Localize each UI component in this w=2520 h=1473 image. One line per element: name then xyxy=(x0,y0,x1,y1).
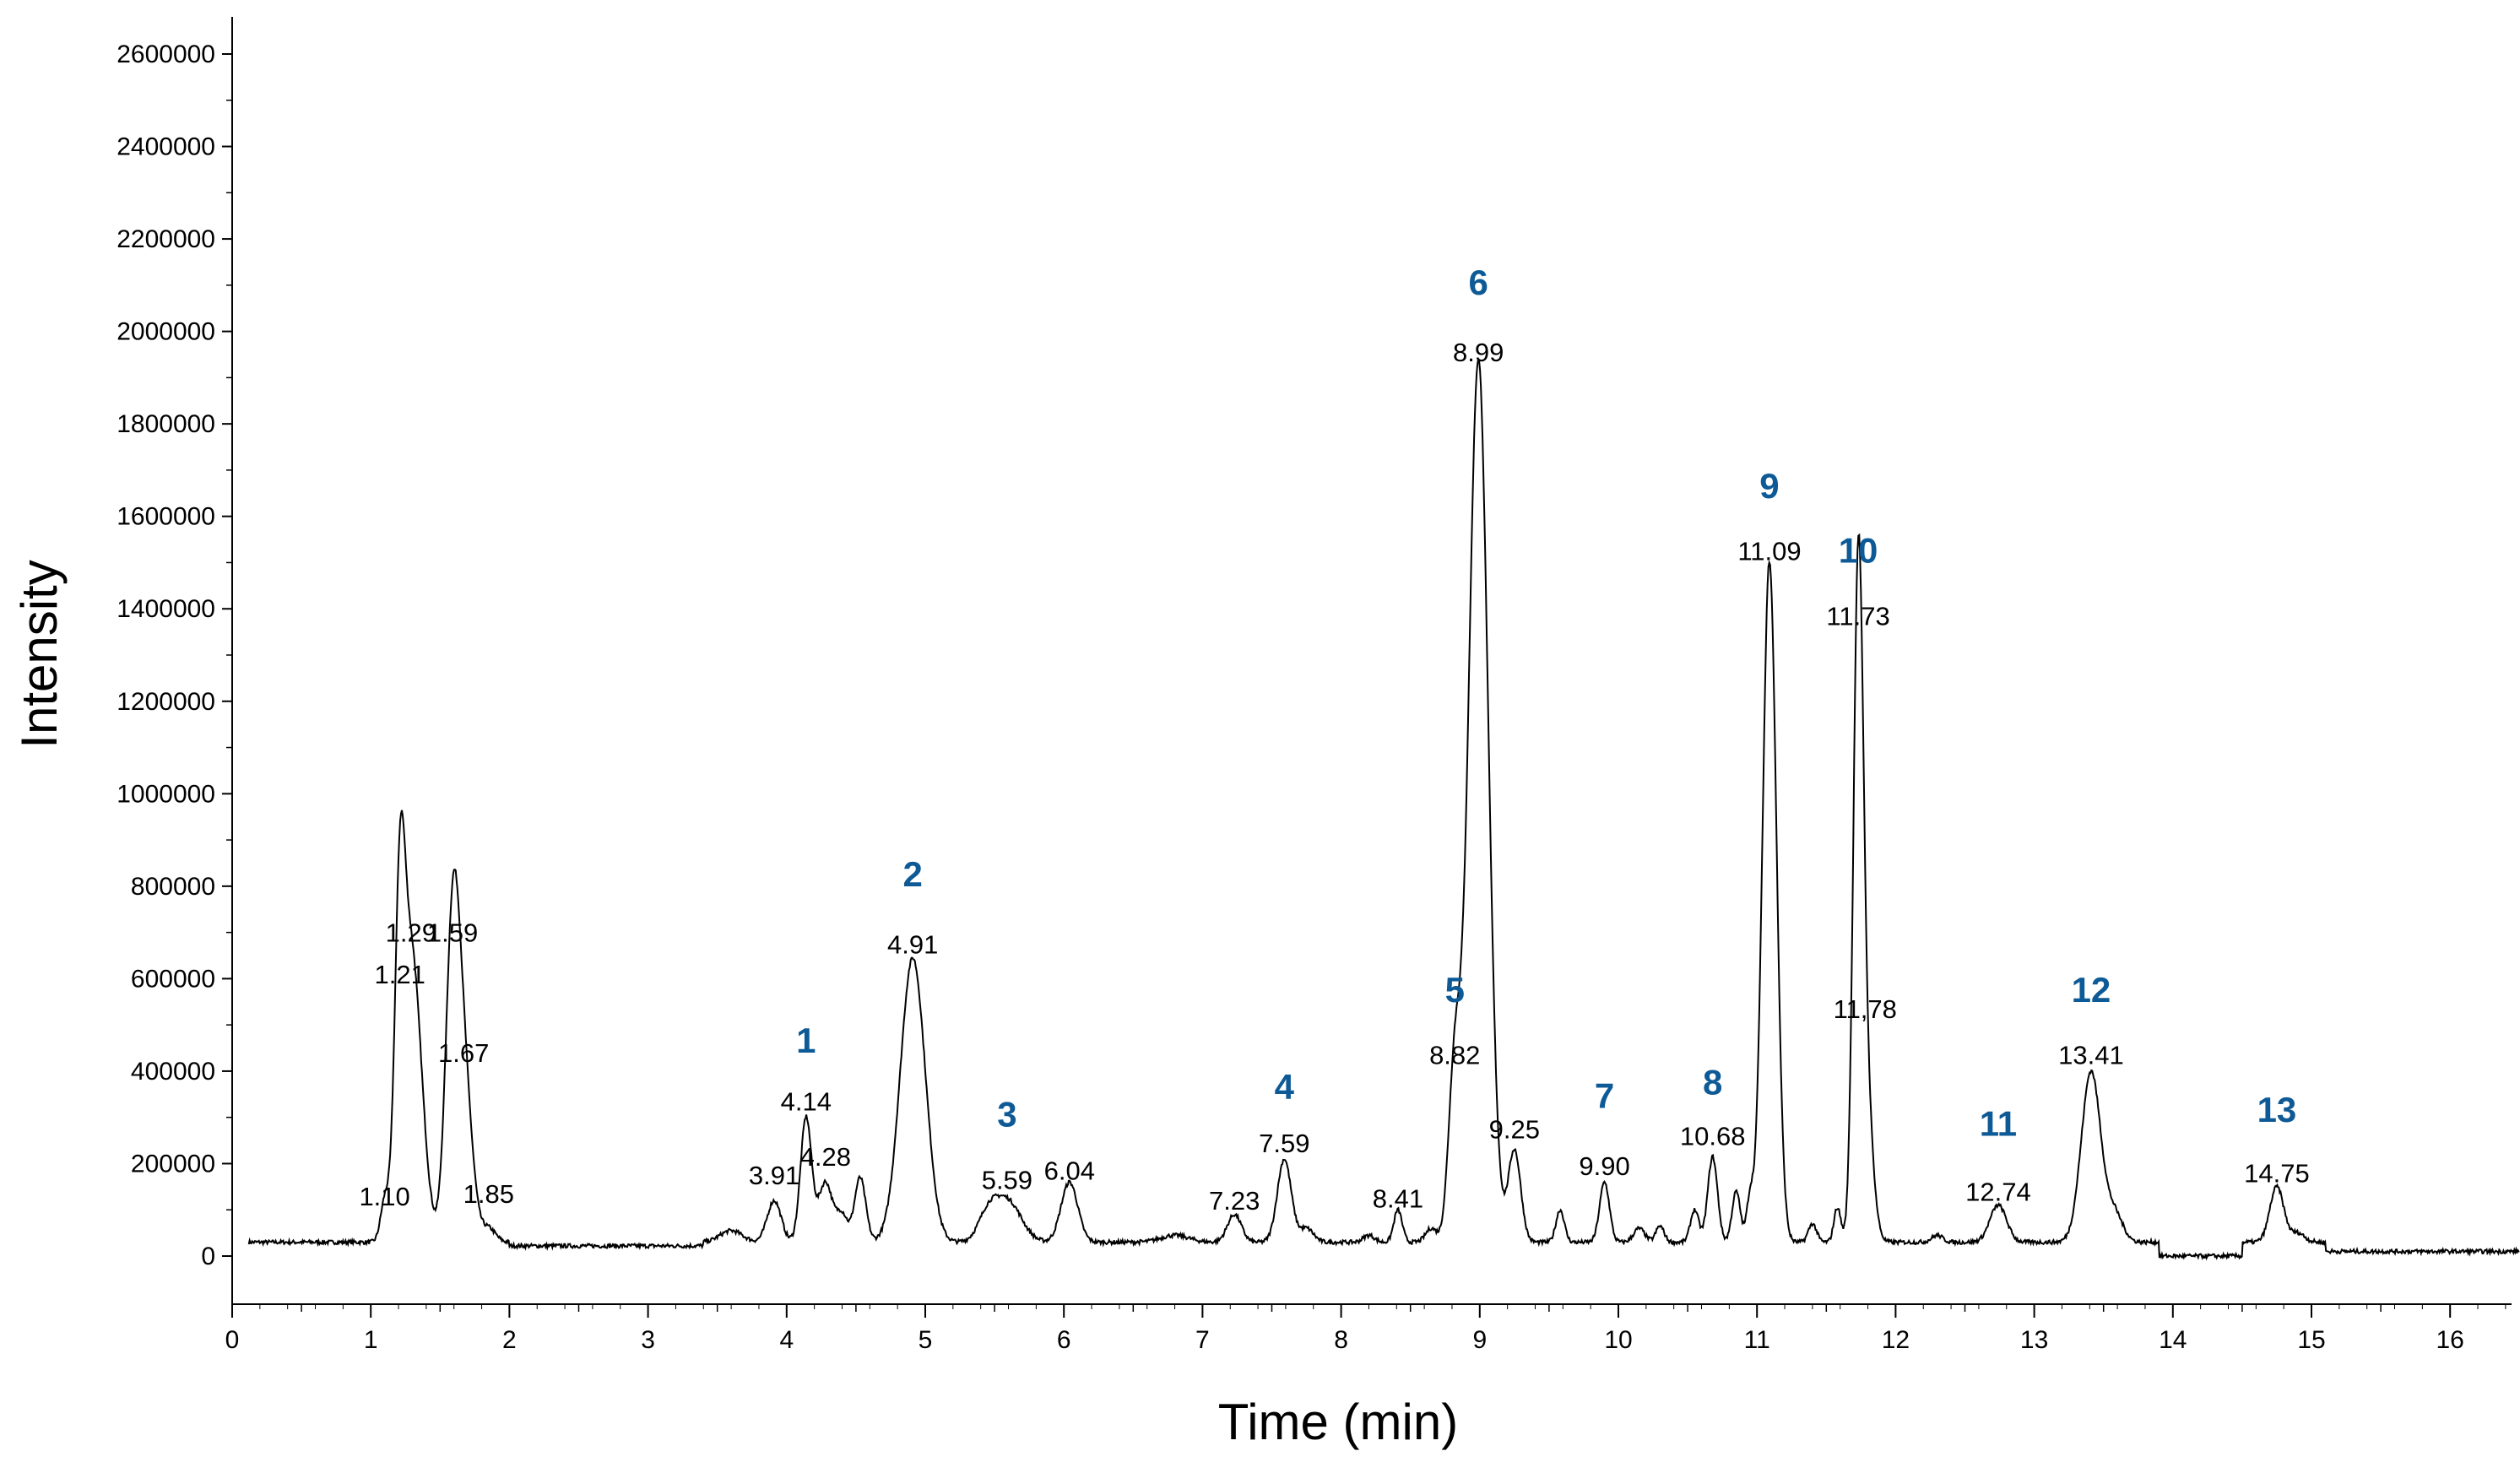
compound-number-label: 1 xyxy=(796,1021,816,1060)
y-tick-label: 2400000 xyxy=(117,133,215,161)
compound-number-label: 12 xyxy=(2072,970,2111,1010)
y-tick-label: 800000 xyxy=(131,873,215,901)
compound-number-label: 3 xyxy=(997,1095,1016,1135)
peak-time-label: 1.10 xyxy=(359,1182,409,1211)
compound-number-label: 9 xyxy=(1759,466,1779,506)
peak-time-label: 9.90 xyxy=(1579,1151,1629,1181)
compound-number-label: 11 xyxy=(1980,1104,2017,1144)
x-tick-label: 8 xyxy=(1334,1326,1348,1354)
peak-time-label: 7.59 xyxy=(1259,1129,1309,1158)
y-tick-label: 2200000 xyxy=(117,225,215,253)
peak-time-label: 1.59 xyxy=(427,918,478,948)
y-tick-label: 200000 xyxy=(131,1150,215,1178)
y-axis-title: Intensity xyxy=(11,560,68,748)
peak-time-label: 1.67 xyxy=(438,1038,489,1068)
compound-number-label: 13 xyxy=(2257,1090,2297,1129)
compound-number-label: 10 xyxy=(1839,530,1878,570)
x-tick-label: 4 xyxy=(779,1326,794,1354)
peak-time-label: 11.73 xyxy=(1826,601,1889,631)
peak-time-label: 8.82 xyxy=(1429,1041,1480,1070)
peak-time-label: 13.41 xyxy=(2058,1041,2124,1070)
peak-time-label: 11,78 xyxy=(1834,994,1897,1024)
peak-time-label: 5.59 xyxy=(982,1166,1032,1195)
peak-time-label: 6.04 xyxy=(1044,1156,1095,1186)
x-axis-title: Time (min) xyxy=(1218,1394,1458,1450)
peak-time-label: 1.21 xyxy=(375,960,425,989)
compound-number-label: 2 xyxy=(903,854,923,894)
peak-time-label: 1.29 xyxy=(386,918,436,948)
compound-number-label: 6 xyxy=(1468,263,1488,302)
y-tick-label: 2000000 xyxy=(117,318,215,346)
y-tick-label: 0 xyxy=(201,1243,215,1270)
peak-time-label: 1.85 xyxy=(463,1179,514,1209)
peak-time-label: 11.09 xyxy=(1737,537,1801,566)
y-tick-label: 600000 xyxy=(131,965,215,993)
y-tick-label: 1000000 xyxy=(117,780,215,808)
peak-time-label: 10.68 xyxy=(1680,1122,1746,1151)
x-tick-label: 9 xyxy=(1472,1326,1487,1354)
x-tick-label: 7 xyxy=(1195,1326,1210,1354)
x-tick-label: 3 xyxy=(641,1326,655,1354)
y-tick-label: 1400000 xyxy=(117,595,215,623)
peak-time-label: 4.28 xyxy=(800,1142,851,1172)
peak-time-label: 8.41 xyxy=(1373,1183,1423,1213)
x-tick-label: 12 xyxy=(1882,1326,1910,1354)
x-tick-label: 16 xyxy=(2436,1326,2464,1354)
x-tick-label: 10 xyxy=(1604,1326,1632,1354)
x-tick-label: 13 xyxy=(2020,1326,2048,1354)
peak-time-label: 7.23 xyxy=(1209,1186,1260,1216)
x-tick-label: 5 xyxy=(919,1326,933,1354)
y-tick-label: 2600000 xyxy=(117,41,215,68)
peak-time-labels: 1.10 1.21 1.291.59 1.67 1.85 3.91 4.14 4.28 4.91… xyxy=(359,338,2309,1216)
chromatogram-trace xyxy=(247,358,2520,1261)
y-tick-label: 400000 xyxy=(131,1058,215,1086)
x-tick-label: 14 xyxy=(2159,1326,2187,1354)
peak-time-label: 12.74 xyxy=(1965,1177,2031,1206)
x-tick-label: 15 xyxy=(2297,1326,2325,1354)
compound-number-label: 8 xyxy=(1703,1062,1722,1102)
compound-number-label: 5 xyxy=(1445,970,1465,1010)
y-tick-label: 1200000 xyxy=(117,688,215,716)
peak-time-label: 4.14 xyxy=(781,1086,832,1116)
peak-time-label: 8.99 xyxy=(1453,338,1504,367)
compound-number-label: 7 xyxy=(1595,1076,1614,1116)
x-tick-label: 6 xyxy=(1057,1326,1071,1354)
peak-time-label: 3.91 xyxy=(749,1161,799,1190)
x-axis-ticks: 0 1 2 3 4 5 6 7 8 9 10 11 12 13 14 15 16 xyxy=(225,1304,2506,1354)
x-tick-label: 1 xyxy=(364,1326,378,1354)
x-tick-label: 2 xyxy=(502,1326,517,1354)
y-tick-label: 1800000 xyxy=(117,410,215,438)
compound-number-label: 4 xyxy=(1275,1067,1295,1107)
y-tick-label: 1600000 xyxy=(117,503,215,531)
x-tick-label: 11 xyxy=(1744,1326,1770,1354)
peak-time-label: 4.91 xyxy=(887,929,938,959)
peak-time-label: 9.25 xyxy=(1489,1114,1540,1144)
y-axis-ticks: 0 200000 400000 600000 800000 1000000 1200000 1… xyxy=(117,41,232,1270)
peak-time-label: 14.75 xyxy=(2244,1158,2310,1188)
x-tick-label: 0 xyxy=(225,1326,240,1354)
